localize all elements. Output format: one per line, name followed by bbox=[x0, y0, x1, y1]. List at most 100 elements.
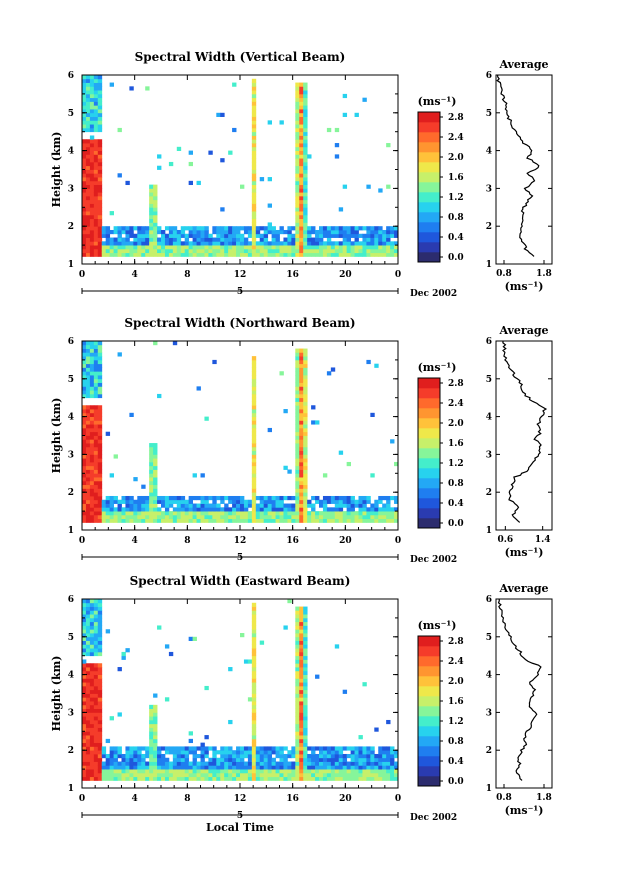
heatmap-cell bbox=[105, 252, 111, 257]
heatmap-cell bbox=[255, 507, 261, 512]
heatmap-cell bbox=[192, 241, 197, 246]
heatmap-cell bbox=[82, 484, 87, 489]
heatmap-cell bbox=[295, 712, 300, 717]
heatmap-cell bbox=[149, 495, 154, 501]
heatmap-cell bbox=[212, 248, 217, 254]
heatmap-cell bbox=[164, 503, 170, 508]
heatmap-cell bbox=[89, 412, 95, 417]
heatmap-cell bbox=[89, 712, 95, 717]
heatmap-cell bbox=[89, 150, 95, 155]
colorbar-label: (ms⁻¹) bbox=[418, 95, 457, 108]
heatmap-cell bbox=[89, 454, 95, 459]
heatmap-cell bbox=[271, 507, 276, 512]
heatmap-cell bbox=[97, 93, 103, 99]
heatmap-cell bbox=[319, 746, 324, 751]
heatmap-cell bbox=[85, 644, 91, 649]
heatmap-cell bbox=[85, 678, 91, 683]
heatmap-cell bbox=[168, 252, 174, 257]
heatmap-cell bbox=[346, 233, 351, 238]
colorbar-tick-label: 0.0 bbox=[448, 777, 464, 787]
heatmap-cell bbox=[153, 226, 158, 231]
heatmap-cell bbox=[85, 367, 91, 372]
heatmap-cell bbox=[85, 233, 91, 238]
heatmap-cell bbox=[168, 511, 174, 516]
heatmap-cell bbox=[386, 511, 391, 516]
heatmap-cell bbox=[125, 772, 130, 778]
heatmap-cell bbox=[299, 420, 304, 425]
heatmap-cell bbox=[251, 135, 257, 140]
heatmap-cell bbox=[358, 503, 363, 508]
heatmap-cell bbox=[378, 495, 383, 501]
heatmap-cell bbox=[188, 511, 193, 516]
heatmap-cell bbox=[85, 378, 91, 383]
colorbar-segment bbox=[418, 408, 440, 419]
heatmap-cell bbox=[326, 761, 332, 766]
heatmap-cell bbox=[176, 765, 182, 770]
heatmap-cell bbox=[338, 746, 344, 751]
heatmap-cell bbox=[303, 424, 308, 429]
heatmap-cell bbox=[137, 241, 142, 246]
heatmap-cell bbox=[168, 518, 174, 523]
heatmap-cell bbox=[315, 746, 320, 751]
heatmap-cell bbox=[251, 143, 257, 148]
heatmap-cell bbox=[251, 655, 257, 660]
heatmap-cell bbox=[176, 146, 182, 151]
heatmap-cell bbox=[149, 727, 154, 732]
heatmap-cell bbox=[184, 750, 190, 755]
heatmap-cell bbox=[157, 746, 162, 751]
heatmap-cell bbox=[149, 226, 154, 231]
heatmap-cell bbox=[224, 761, 229, 766]
heatmap-cell bbox=[117, 753, 122, 759]
heatmap-cell bbox=[291, 241, 296, 246]
heatmap-cell bbox=[216, 233, 221, 238]
heatmap-cell bbox=[303, 233, 308, 238]
heatmap-cell bbox=[161, 518, 166, 523]
colorbar-segment bbox=[418, 636, 440, 647]
heatmap-cell bbox=[382, 511, 387, 516]
heatmap-cell bbox=[299, 371, 304, 376]
heatmap-cell bbox=[279, 252, 284, 257]
heatmap-cell bbox=[82, 120, 87, 125]
heatmap-cell bbox=[188, 772, 193, 778]
heatmap-cell bbox=[97, 180, 103, 186]
heatmap-cell bbox=[228, 518, 233, 523]
heatmap-cell bbox=[228, 769, 233, 774]
heatmap-cell bbox=[394, 750, 399, 755]
heatmap-cell bbox=[228, 245, 233, 250]
heatmap-cell bbox=[307, 499, 312, 504]
heatmap-cell bbox=[240, 518, 245, 523]
heatmap-cell bbox=[295, 439, 300, 444]
heatmap-cell bbox=[236, 511, 241, 516]
heatmap-cell bbox=[97, 727, 103, 732]
heatmap-cell bbox=[382, 757, 387, 762]
heatmap-cell bbox=[299, 245, 304, 250]
heatmap-cell bbox=[105, 499, 111, 504]
heatmap-cell bbox=[358, 507, 363, 512]
heatmap-cell bbox=[153, 488, 158, 493]
heatmap-cell bbox=[295, 473, 300, 478]
heatmap-cell bbox=[93, 651, 99, 657]
date-label: Dec 2002 bbox=[410, 289, 457, 299]
heatmap-cell bbox=[299, 248, 304, 254]
colorbar-segment bbox=[418, 252, 440, 263]
heatmap-cell bbox=[113, 495, 118, 501]
heatmap-cell bbox=[295, 636, 300, 641]
heatmap-cell bbox=[311, 252, 316, 257]
heatmap-cell bbox=[295, 477, 300, 482]
heatmap-cell bbox=[212, 514, 217, 520]
colorbar-frame bbox=[417, 111, 441, 263]
heatmap-cell bbox=[176, 769, 182, 774]
heatmap-cell bbox=[97, 716, 103, 721]
heatmap-cell bbox=[125, 252, 130, 257]
heatmap-cell bbox=[196, 237, 201, 242]
heatmap-cell bbox=[89, 488, 95, 493]
heatmap-cell bbox=[196, 761, 201, 766]
heatmap-cell bbox=[366, 495, 371, 501]
heatmap-cell bbox=[303, 188, 308, 193]
heatmap-cell bbox=[109, 229, 114, 235]
heatmap-cell bbox=[251, 495, 257, 501]
heatmap-cell bbox=[251, 651, 257, 657]
heatmap-cell bbox=[370, 746, 375, 751]
heatmap-cell bbox=[149, 214, 154, 220]
colorbar-tick-label: 2.0 bbox=[448, 677, 464, 687]
